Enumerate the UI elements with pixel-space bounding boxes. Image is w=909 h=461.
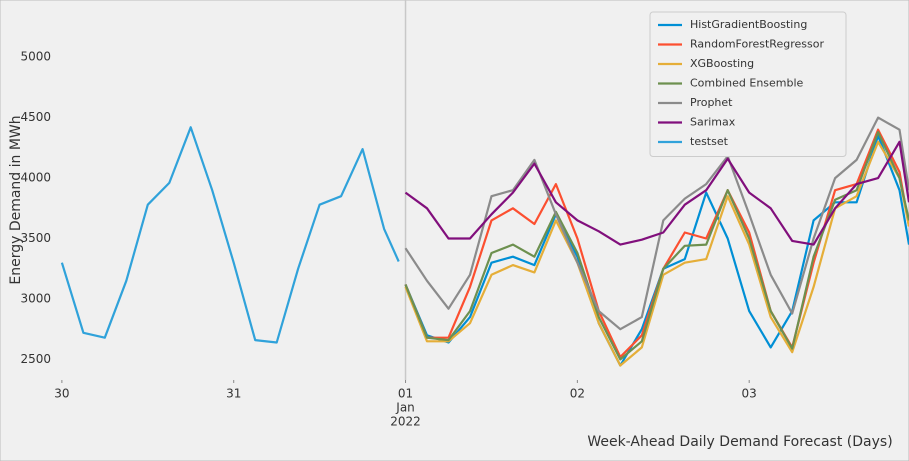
y-tick-label: 4500	[20, 110, 51, 124]
x-tick-label: 30	[54, 387, 69, 401]
y-tick-label: 2500	[20, 352, 51, 366]
x-tick-month: Jan	[395, 401, 415, 415]
series-line	[404, 140, 909, 246]
legend-label: testset	[690, 135, 729, 148]
y-axis-label: Energy Demand in MWh	[8, 115, 24, 284]
x-tick-label: 02	[570, 387, 585, 401]
series-line	[60, 126, 400, 344]
x-tick-year: 2022	[390, 415, 421, 429]
y-tick-label: 5000	[20, 50, 51, 64]
legend-label: Combined Ensemble	[690, 77, 804, 90]
series-line	[404, 116, 909, 331]
legend-label: Sarimax	[690, 116, 736, 129]
series-line	[404, 131, 909, 361]
legend-label: XGBoosting	[690, 57, 754, 70]
legend: HistGradientBoosting RandomForestRegresso…	[649, 11, 847, 157]
legend-box	[649, 11, 847, 157]
x-tick-label: 01	[398, 387, 413, 401]
legend-label: Prophet	[690, 96, 733, 109]
y-tick-label: 3000	[20, 291, 51, 305]
y-tick-label: 4000	[20, 171, 51, 185]
x-axis-label: Week-Ahead Daily Demand Forecast (Days)	[587, 434, 892, 450]
x-tick-label: 31	[226, 387, 241, 401]
legend-label: RandomForestRegressor	[690, 38, 824, 51]
legend-label: HistGradientBoosting	[690, 18, 807, 31]
y-tick-label: 3500	[20, 231, 51, 245]
x-tick-label: 03	[742, 387, 757, 401]
